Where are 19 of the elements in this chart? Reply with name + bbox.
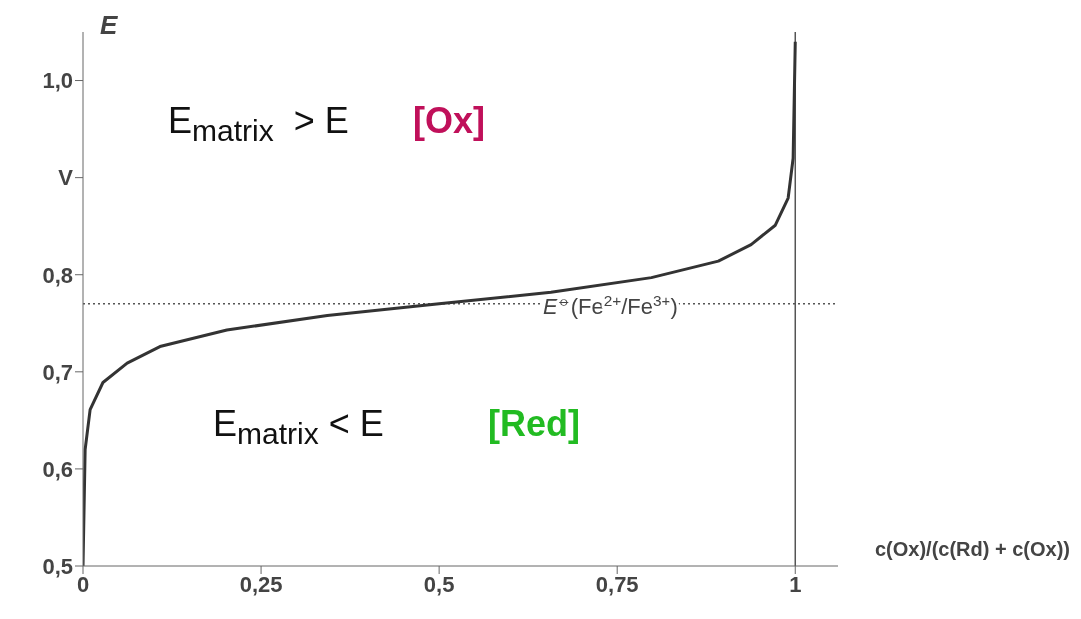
y-axis-title: E (100, 10, 118, 40)
line-series (83, 40, 797, 566)
annotation: [Ox] (413, 100, 485, 142)
y-tick-label: V (58, 165, 74, 191)
annotation: E$_{matrix}$ < E (213, 403, 384, 452)
annotation: [Red] (488, 403, 580, 445)
x-tick-label: 0,75 (595, 571, 639, 597)
x-axis-title: c(Ox)/(c(Rd) + c(Ox)) (874, 538, 1070, 560)
y-tick-label: 1,0 (42, 68, 73, 94)
ref-line-label: E$^{⦵}$(Fe$^{2+}$/Fe$^{3+}$) (543, 291, 678, 319)
y-tick-label: 0,6 (42, 456, 73, 482)
y-tick-label: 0,5 (42, 553, 73, 579)
x-tick-label: 1 (789, 571, 802, 597)
x-tick-label: 0,5 (423, 571, 455, 597)
x-tick-label: 0,25 (239, 571, 283, 597)
annotation: E$_{matrix}$ > E (168, 100, 349, 149)
y-tick-label: 0,7 (42, 359, 73, 385)
x-tick-label: 0 (76, 571, 90, 597)
y-tick-label: 0,8 (42, 262, 73, 288)
